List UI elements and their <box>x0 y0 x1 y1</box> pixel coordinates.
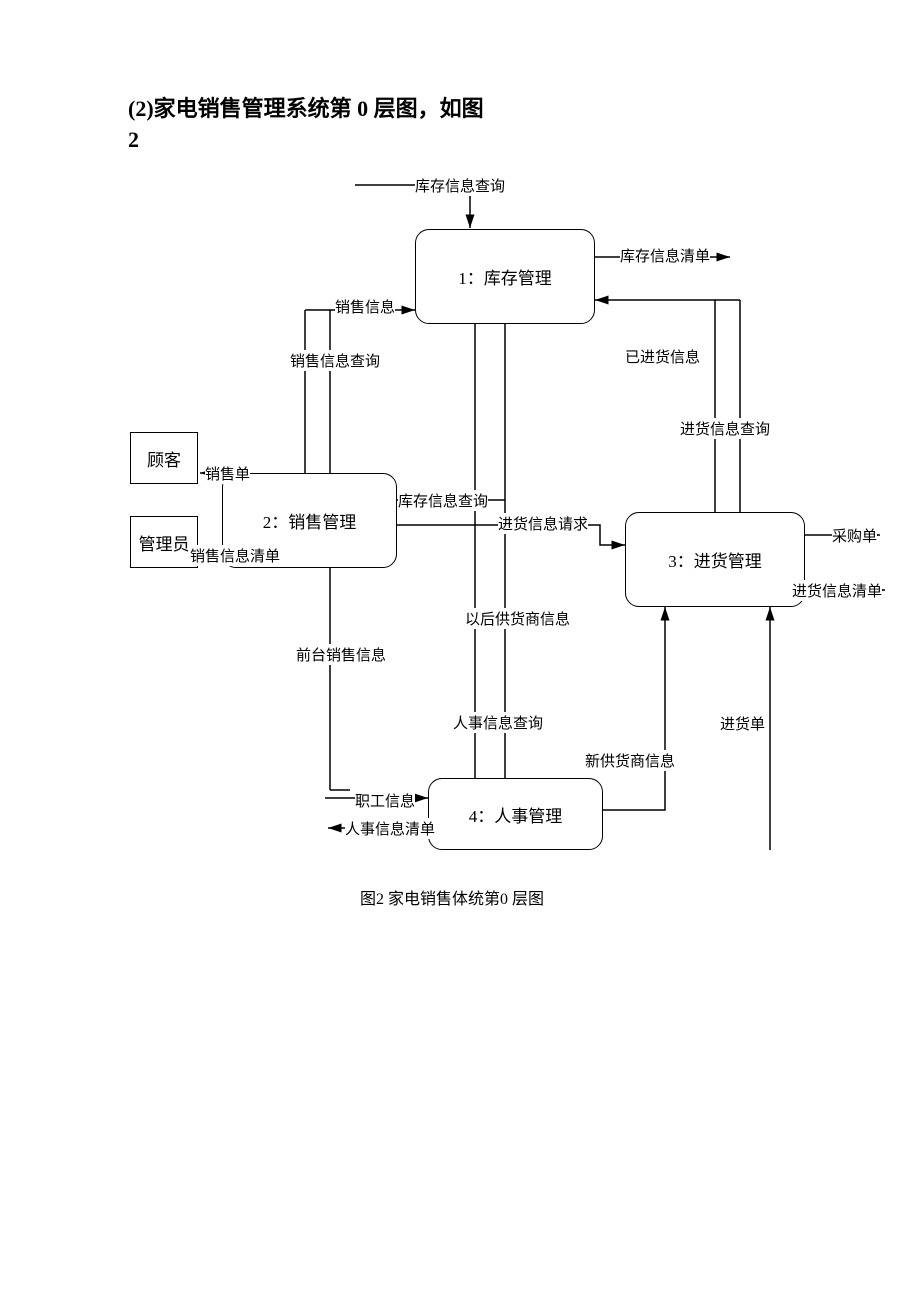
diagram-page: (2)家电销售管理系统第 0 层图，如图 2 <box>0 0 920 1302</box>
edge-label: 新供货商信息 <box>585 750 675 771</box>
edge-label: 人事信息查询 <box>453 712 543 733</box>
edge-label: 库存信息查询 <box>398 490 488 511</box>
edge-label: 人事信息清单 <box>345 818 435 839</box>
edge-label: 进货单 <box>720 713 765 734</box>
edge-label: 库存信息查询 <box>415 175 505 196</box>
edge-label: 以后供货商信息 <box>465 608 570 629</box>
node-label: 2：销售管理 <box>263 508 357 533</box>
node-label: 3：进货管理 <box>668 547 762 572</box>
figure-caption: 图2 家电销售体统第0 层图 <box>360 885 544 909</box>
edge-label: 销售单 <box>205 463 250 484</box>
node-label: 1：库存管理 <box>458 264 552 289</box>
edge-label: 前台销售信息 <box>296 644 386 665</box>
page-title-line1: (2)家电销售管理系统第 0 层图，如图 <box>128 94 484 125</box>
edge-label: 进货信息清单 <box>792 580 882 601</box>
node-label: 顾客 <box>147 446 181 471</box>
edge-label: 进货信息查询 <box>680 418 770 439</box>
node-hr-mgmt: 4：人事管理 <box>428 778 603 850</box>
edge-label: 进货信息请求 <box>498 513 588 534</box>
edge-label: 采购单 <box>832 525 877 546</box>
edge-label: 已进货信息 <box>625 346 700 367</box>
node-label: 4：人事管理 <box>469 802 563 827</box>
edge-label: 销售信息清单 <box>190 545 280 566</box>
node-customer: 顾客 <box>130 432 198 484</box>
edge-label: 库存信息清单 <box>620 245 710 266</box>
edge-label: 销售信息查询 <box>290 350 380 371</box>
node-purchase-mgmt: 3：进货管理 <box>625 512 805 607</box>
node-label: 管理员 <box>139 530 190 555</box>
node-admin: 管理员 <box>130 516 198 568</box>
node-inventory-mgmt: 1：库存管理 <box>415 229 595 324</box>
edge-label: 销售信息 <box>335 296 395 317</box>
edge-label: 职工信息 <box>355 790 415 811</box>
page-title-line2: 2 <box>128 125 139 156</box>
